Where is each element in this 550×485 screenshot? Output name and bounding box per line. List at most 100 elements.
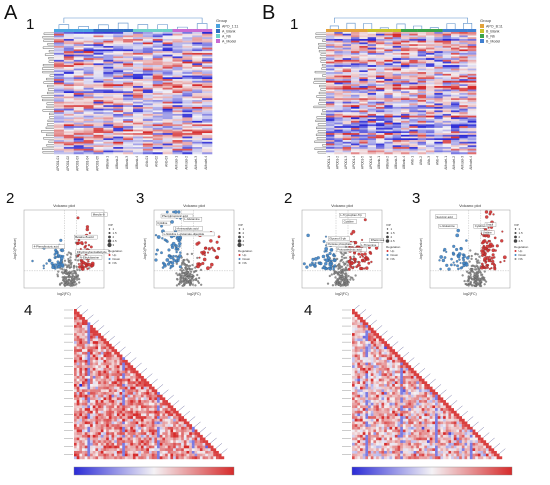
data-point (178, 242, 182, 246)
svg-text:Up: Up (243, 253, 247, 257)
annotation-label: L-Tryptophan-Trp (340, 213, 362, 217)
data-point (475, 264, 478, 267)
data-point (459, 246, 463, 251)
data-point (186, 271, 189, 274)
data-point (453, 263, 456, 267)
data-point (324, 261, 328, 266)
data-point (345, 275, 348, 278)
data-point (176, 277, 179, 281)
column-labels: APO01-01 APO01-02 APO01-03 APO01-04 APO01-05… (56, 156, 208, 171)
data-point (77, 238, 81, 242)
data-point (328, 251, 332, 256)
data-point (469, 249, 472, 252)
data-point (191, 263, 194, 267)
panel-a1-number: 1 (26, 16, 35, 33)
data-point (306, 233, 310, 238)
data-point (188, 268, 192, 271)
data-point (344, 256, 348, 259)
svg-text:2: 2 (113, 235, 115, 239)
data-point (172, 210, 175, 214)
panel-a3-number: 3 (136, 190, 145, 207)
data-point (488, 239, 492, 243)
data-point (465, 270, 469, 273)
data-point (194, 284, 197, 287)
diagonal-labels (76, 305, 228, 454)
correlation-cells (74, 309, 225, 460)
annotation-label: Merulin-B (93, 212, 105, 216)
data-point (66, 253, 69, 256)
data-point (334, 276, 337, 279)
data-point (167, 248, 171, 252)
column-label: APO01-6 (369, 156, 373, 169)
data-point (471, 284, 475, 287)
data-point (492, 213, 495, 216)
data-point (337, 264, 340, 267)
annotation-label: L-Glutamine (184, 217, 200, 221)
data-point (73, 264, 76, 267)
data-point (64, 283, 67, 286)
data-point (452, 244, 456, 248)
legend-swatch (480, 29, 484, 33)
data-point (79, 259, 83, 262)
column-label: ANb-4 (436, 156, 440, 165)
data-point (370, 260, 373, 264)
data-point (455, 260, 459, 263)
svg-text:Down: Down (391, 253, 399, 257)
data-point (199, 268, 203, 271)
data-point (480, 278, 483, 281)
annotations: L-Tryptophan-Trp Cytidine Glycerol-3-phPen… (326, 213, 385, 252)
data-point (339, 281, 342, 284)
data-point (352, 255, 355, 258)
data-point (72, 272, 75, 275)
plot-title: Volcano plot (459, 203, 482, 208)
data-point (357, 252, 361, 256)
data-point (56, 253, 60, 257)
data-point (72, 266, 75, 269)
data-point (178, 245, 181, 248)
data-point (360, 258, 365, 262)
column-label: APO01-3 (344, 156, 348, 169)
data-point (482, 245, 486, 248)
legend-label: B_Model (486, 40, 500, 44)
column-label: APO01-1 (327, 156, 331, 169)
data-point (196, 256, 199, 259)
annotation-label: Rhamnose (371, 238, 385, 242)
data-point (181, 272, 185, 275)
svg-text:3: 3 (113, 243, 115, 247)
svg-text:Regulation: Regulation (386, 245, 401, 249)
data-point (484, 261, 487, 264)
data-point (470, 264, 473, 268)
data-point (77, 241, 81, 245)
data-point (51, 265, 55, 270)
heatmap-cells (326, 32, 477, 155)
data-point (321, 254, 326, 259)
data-point (469, 275, 472, 278)
data-point (443, 256, 447, 259)
data-point (357, 261, 361, 264)
data-point (361, 255, 364, 258)
data-point (330, 273, 333, 276)
data-point (155, 252, 158, 256)
data-point (70, 261, 73, 264)
data-point (181, 277, 184, 280)
legend-swatch (216, 34, 220, 38)
data-point (328, 274, 331, 278)
data-point (84, 241, 87, 244)
legend-label: B_Blank (486, 30, 500, 34)
annotation-label: Pentose phosphate (328, 242, 353, 246)
data-point (179, 237, 182, 241)
data-point (183, 258, 186, 262)
data-point (341, 272, 344, 275)
x-axis-label: log2(FC) (187, 292, 200, 296)
data-point (65, 266, 69, 269)
column-label: AModel-4 (204, 156, 208, 170)
data-point (71, 280, 74, 283)
data-point (457, 267, 460, 271)
data-point (342, 268, 345, 271)
data-point (349, 278, 352, 281)
svg-text:1.5: 1.5 (519, 231, 524, 235)
panel-b2-number: 2 (284, 190, 293, 207)
